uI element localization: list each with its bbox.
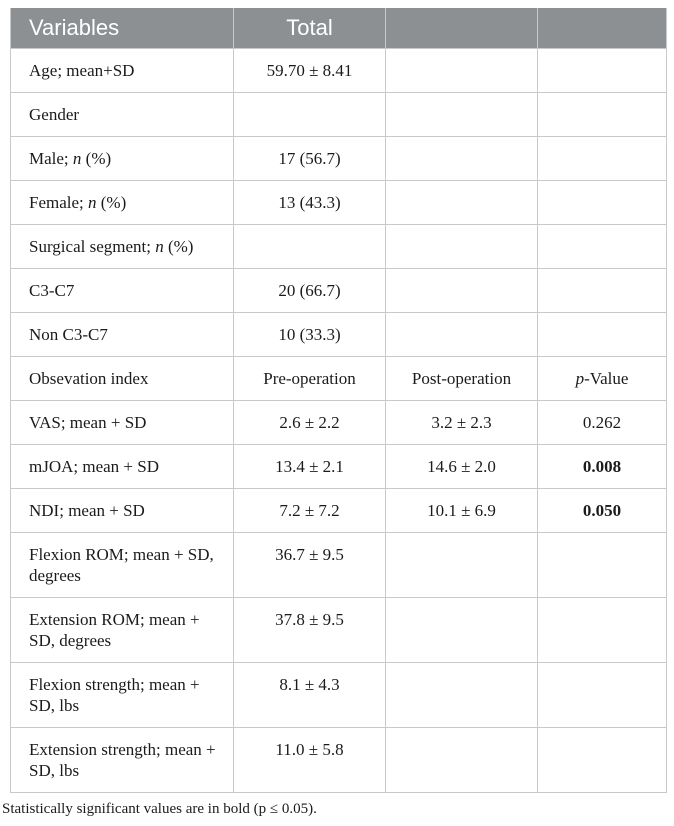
postop-cell: 14.6 ± 2.0 <box>385 443 538 489</box>
header-cell-empty-1 <box>385 8 538 49</box>
table-row: NDI; mean + SD 7.2 ± 7.2 10.1 ± 6.9 0.05… <box>10 487 667 533</box>
header-cell-empty-2 <box>537 8 667 49</box>
row-label-cell: Obsevation index <box>10 355 234 401</box>
table-row: Female; n (%) 13 (43.3) <box>10 179 667 225</box>
p-value-cell: p-Value <box>537 355 667 401</box>
total-or-preop-cell: 20 (66.7) <box>233 267 386 313</box>
postop-cell: 10.1 ± 6.9 <box>385 487 538 533</box>
table-body: Age; mean+SD 59.70 ± 8.41 Gender Male; n… <box>10 47 667 793</box>
p-value-cell <box>537 267 667 313</box>
p-value-cell <box>537 47 667 93</box>
total-or-preop-cell: 7.2 ± 7.2 <box>233 487 386 533</box>
postop-cell: Post-operation <box>385 355 538 401</box>
total-or-preop-cell: 37.8 ± 9.5 <box>233 596 386 663</box>
postop-cell <box>385 91 538 137</box>
postop-cell <box>385 47 538 93</box>
table-row: Flexion strength; mean + SD, lbs 8.1 ± 4… <box>10 661 667 728</box>
row-label-cell: mJOA; mean + SD <box>10 443 234 489</box>
p-value-cell: 0.008 <box>537 443 667 489</box>
table-row: Gender <box>10 91 667 137</box>
postop-cell <box>385 531 538 598</box>
table-row: Extension ROM; mean + SD, degrees 37.8 ±… <box>10 596 667 663</box>
postop-cell <box>385 311 538 357</box>
header-cell-total: Total <box>233 8 386 49</box>
p-value-cell: 0.262 <box>537 399 667 445</box>
data-table: Variables Total Age; mean+SD 59.70 ± 8.4… <box>10 8 667 793</box>
total-or-preop-cell <box>233 223 386 269</box>
total-or-preop-cell: 17 (56.7) <box>233 135 386 181</box>
postop-cell <box>385 179 538 225</box>
p-value-cell <box>537 179 667 225</box>
table-row: VAS; mean + SD 2.6 ± 2.2 3.2 ± 2.3 0.262 <box>10 399 667 445</box>
row-label-cell: Extension strength; mean + SD, lbs <box>10 726 234 793</box>
p-value-cell <box>537 311 667 357</box>
table-footnote: Statistically significant values are in … <box>2 800 317 817</box>
row-label-cell: Extension ROM; mean + SD, degrees <box>10 596 234 663</box>
row-label-cell: Gender <box>10 91 234 137</box>
table-row: Age; mean+SD 59.70 ± 8.41 <box>10 47 667 93</box>
postop-cell <box>385 726 538 793</box>
p-value-cell: 0.050 <box>537 487 667 533</box>
total-or-preop-cell: 2.6 ± 2.2 <box>233 399 386 445</box>
p-value-cell <box>537 596 667 663</box>
row-label-cell: Non C3-C7 <box>10 311 234 357</box>
table-row: Obsevation index Pre-operation Post-oper… <box>10 355 667 401</box>
total-or-preop-cell: Pre-operation <box>233 355 386 401</box>
total-or-preop-cell: 8.1 ± 4.3 <box>233 661 386 728</box>
p-value-cell <box>537 661 667 728</box>
header-cell-variables: Variables <box>10 8 234 49</box>
row-label-cell: C3-C7 <box>10 267 234 313</box>
p-value-cell <box>537 531 667 598</box>
row-label-cell: NDI; mean + SD <box>10 487 234 533</box>
row-label-cell: Surgical segment; n (%) <box>10 223 234 269</box>
table-row: Male; n (%) 17 (56.7) <box>10 135 667 181</box>
row-label-cell: Age; mean+SD <box>10 47 234 93</box>
p-value-cell <box>537 223 667 269</box>
total-or-preop-cell: 11.0 ± 5.8 <box>233 726 386 793</box>
table-row: Flexion ROM; mean + SD, degrees 36.7 ± 9… <box>10 531 667 598</box>
p-value-cell <box>537 135 667 181</box>
table-row: mJOA; mean + SD 13.4 ± 2.1 14.6 ± 2.0 0.… <box>10 443 667 489</box>
total-or-preop-cell: 13 (43.3) <box>233 179 386 225</box>
p-value-cell <box>537 91 667 137</box>
total-or-preop-cell: 10 (33.3) <box>233 311 386 357</box>
row-label-cell: Female; n (%) <box>10 179 234 225</box>
postop-cell: 3.2 ± 2.3 <box>385 399 538 445</box>
table-row: C3-C7 20 (66.7) <box>10 267 667 313</box>
total-or-preop-cell: 13.4 ± 2.1 <box>233 443 386 489</box>
postop-cell <box>385 223 538 269</box>
row-label-cell: Flexion strength; mean + SD, lbs <box>10 661 234 728</box>
total-or-preop-cell: 59.70 ± 8.41 <box>233 47 386 93</box>
postop-cell <box>385 596 538 663</box>
table-row: Extension strength; mean + SD, lbs 11.0 … <box>10 726 667 793</box>
table-header-row: Variables Total <box>10 8 667 49</box>
row-label-cell: Male; n (%) <box>10 135 234 181</box>
postop-cell <box>385 661 538 728</box>
postop-cell <box>385 135 538 181</box>
table-row: Surgical segment; n (%) <box>10 223 667 269</box>
p-value-cell <box>537 726 667 793</box>
total-or-preop-cell <box>233 91 386 137</box>
table-row: Non C3-C7 10 (33.3) <box>10 311 667 357</box>
row-label-cell: Flexion ROM; mean + SD, degrees <box>10 531 234 598</box>
postop-cell <box>385 267 538 313</box>
row-label-cell: VAS; mean + SD <box>10 399 234 445</box>
total-or-preop-cell: 36.7 ± 9.5 <box>233 531 386 598</box>
